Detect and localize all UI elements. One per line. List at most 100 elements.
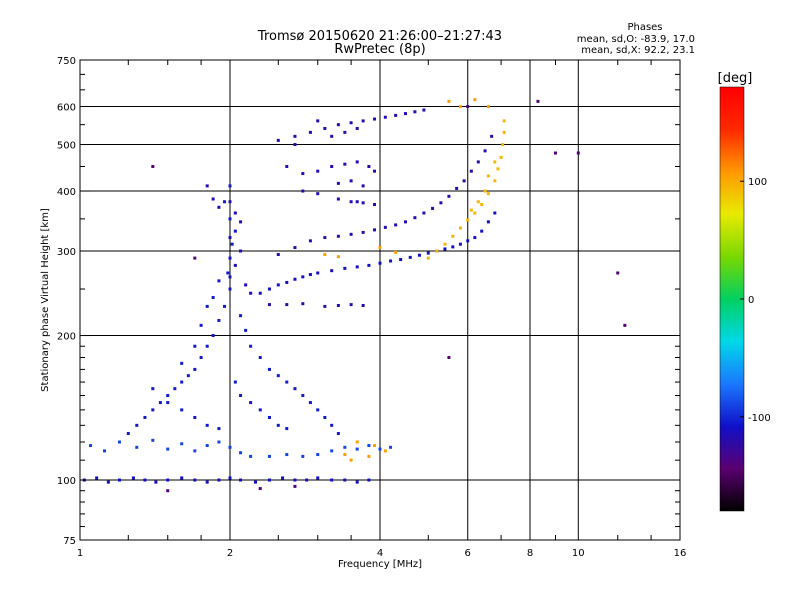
- data-point: [447, 355, 451, 359]
- data-point: [180, 476, 184, 480]
- data-point: [281, 476, 285, 480]
- data-point: [151, 408, 155, 412]
- data-point: [413, 110, 417, 114]
- colorbar-ticks: 100 0 -100: [740, 177, 771, 424]
- data-point: [293, 134, 297, 138]
- data-point: [330, 134, 334, 138]
- data-point: [330, 164, 334, 168]
- data-point: [205, 480, 209, 484]
- data-point: [180, 442, 184, 446]
- data-point: [117, 478, 121, 482]
- data-point: [293, 143, 297, 147]
- data-point: [228, 287, 232, 291]
- data-point: [180, 408, 184, 412]
- data-point: [426, 251, 430, 255]
- data-point: [373, 202, 377, 206]
- data-point: [258, 408, 262, 412]
- data-point: [336, 197, 340, 201]
- data-point: [483, 189, 487, 193]
- data-point: [378, 261, 382, 265]
- data-point: [323, 304, 327, 308]
- data-point: [399, 258, 403, 262]
- data-point: [267, 287, 271, 291]
- data-point: [211, 334, 215, 338]
- data-point: [228, 476, 232, 480]
- data-point: [447, 99, 451, 103]
- data-point: [126, 432, 130, 436]
- data-point: [623, 323, 627, 327]
- data-point: [135, 445, 139, 449]
- data-point: [343, 445, 347, 449]
- y-tick-label: 500: [57, 141, 76, 152]
- data-point: [349, 179, 353, 183]
- data-point: [361, 201, 365, 205]
- data-point: [323, 236, 327, 240]
- data-point: [276, 138, 280, 142]
- data-point: [267, 478, 271, 482]
- data-point: [553, 151, 557, 155]
- data-point: [228, 184, 232, 188]
- data-point: [349, 121, 353, 125]
- data-point: [249, 454, 253, 458]
- data-point: [226, 271, 230, 275]
- data-point: [276, 423, 280, 427]
- data-point: [383, 225, 387, 229]
- data-point: [462, 179, 466, 183]
- y-tick-label: 100: [57, 476, 76, 487]
- data-point: [493, 211, 497, 215]
- data-point: [305, 478, 309, 482]
- y-tick-label: 300: [57, 247, 76, 258]
- data-point: [417, 253, 421, 257]
- data-point: [443, 247, 447, 251]
- data-point: [228, 256, 232, 260]
- x-tick-label: 6: [465, 548, 471, 559]
- data-point: [308, 401, 312, 405]
- y-axis-ticks: 75 100 200 300 400 500 600 750: [57, 56, 90, 547]
- data-point: [493, 160, 497, 164]
- data-point: [166, 478, 170, 482]
- data-point: [166, 401, 170, 405]
- data-point: [394, 223, 398, 227]
- data-point: [336, 181, 340, 185]
- x-tick-label: 16: [674, 548, 687, 559]
- data-point: [308, 239, 312, 243]
- data-point: [244, 283, 248, 287]
- grid: [80, 60, 680, 540]
- data-point: [223, 200, 227, 204]
- data-point: [476, 200, 480, 204]
- data-point: [293, 387, 297, 391]
- data-points: [82, 98, 627, 493]
- data-point: [355, 480, 359, 484]
- data-point: [316, 192, 320, 196]
- data-point: [166, 447, 170, 451]
- data-point: [383, 449, 387, 453]
- data-point: [217, 478, 221, 482]
- data-point: [249, 344, 253, 348]
- data-point: [439, 201, 443, 205]
- data-point: [413, 216, 417, 220]
- data-point: [499, 155, 503, 159]
- data-point: [205, 423, 209, 427]
- data-point: [343, 162, 347, 166]
- data-point: [131, 476, 135, 480]
- data-point: [367, 164, 371, 168]
- data-point: [180, 361, 184, 365]
- data-point: [435, 249, 439, 253]
- data-point: [483, 149, 487, 153]
- data-point: [455, 186, 459, 190]
- data-point: [486, 174, 490, 178]
- data-point: [301, 454, 305, 458]
- y-tick-label: 200: [57, 332, 76, 343]
- data-point: [443, 242, 447, 246]
- colorbar-label: [deg]: [718, 71, 753, 86]
- data-point: [330, 478, 334, 482]
- data-point: [316, 453, 320, 457]
- data-point: [285, 164, 289, 168]
- data-point: [343, 266, 347, 270]
- data-point: [486, 220, 490, 224]
- data-point: [616, 271, 620, 275]
- data-point: [267, 367, 271, 371]
- data-point: [285, 280, 289, 284]
- data-point: [330, 449, 334, 453]
- data-point: [285, 380, 289, 384]
